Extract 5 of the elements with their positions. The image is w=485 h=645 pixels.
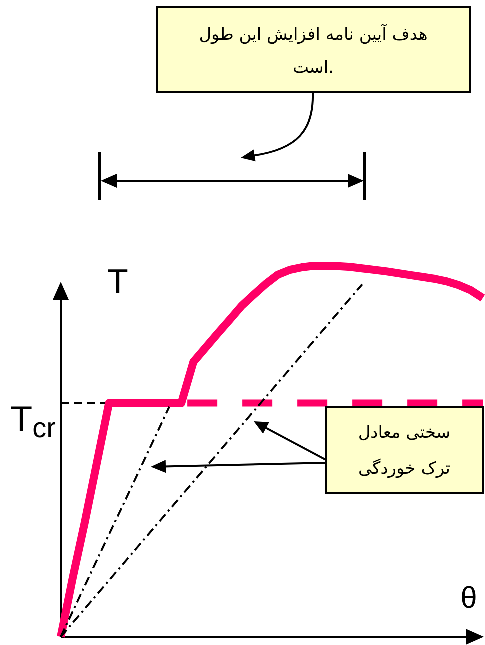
- y-axis-title: T: [108, 263, 128, 301]
- ref-line-label: T$_{cr}$: [10, 398, 56, 444]
- text: هدف آیین نامه افزایش این طول است.: [199, 25, 428, 78]
- annotation: سختی معادل ترک خوردگی: [358, 423, 451, 479]
- x-axis-title: θ: [460, 582, 478, 615]
